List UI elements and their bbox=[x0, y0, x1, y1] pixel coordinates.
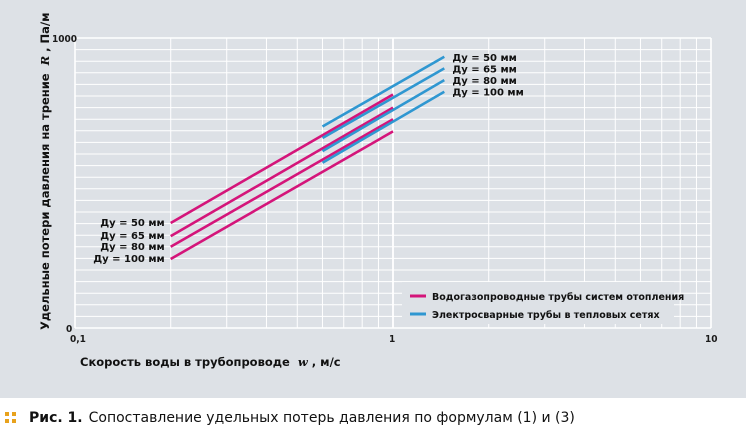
series-line-heating-2 bbox=[170, 118, 394, 248]
x-axis-title-suffix: , м/с bbox=[312, 355, 341, 369]
y-tick-label-1000: 1000 bbox=[52, 34, 77, 45]
series-label-welded-6: Ду = 80 мм bbox=[452, 76, 517, 87]
series-label-heating-2: Ду = 80 мм bbox=[100, 242, 165, 253]
x-tick-label-1: 1 bbox=[389, 334, 395, 345]
series-label-welded-7: Ду = 100 мм bbox=[452, 88, 523, 99]
legend-label-heating-pipes: Водогазопроводные трубы систем отопления bbox=[432, 292, 684, 303]
x-tick-label-10: 10 bbox=[705, 334, 718, 345]
legend-label-welded-pipes: Электросварные трубы в тепловых сетях bbox=[432, 310, 660, 321]
legend: Водогазопроводные трубы систем отопления… bbox=[402, 282, 684, 324]
legend-box bbox=[402, 282, 674, 324]
y-axis-title-prefix: Удельные потери давления на трение bbox=[38, 73, 52, 330]
series-line-heating-1 bbox=[170, 106, 394, 238]
x-axis-title-var: w bbox=[298, 355, 309, 369]
series-line-heating-3 bbox=[170, 130, 394, 261]
series-line-welded-7 bbox=[321, 90, 445, 164]
caption-marker-icon bbox=[5, 411, 19, 425]
y-axis-title-var: R bbox=[38, 56, 52, 67]
series-label-welded-5: Ду = 65 мм bbox=[452, 64, 517, 75]
caption-text: Сопоставление удельных потерь давления п… bbox=[88, 410, 575, 426]
x-axis-title-prefix: Скорость воды в трубопроводе bbox=[80, 355, 290, 369]
chart-panel: Ду = 50 мм Ду = 65 мм Ду = 80 мм Ду = 100 м… bbox=[0, 0, 746, 398]
figure-caption: Рис. 1. Сопоставление удельных потерь да… bbox=[0, 404, 746, 432]
series-label-welded-4: Ду = 50 мм bbox=[452, 53, 517, 64]
series-line-heating-0 bbox=[170, 93, 394, 225]
y-axis-title-suffix: , Па/м bbox=[38, 12, 52, 51]
series-line-welded-5 bbox=[321, 67, 445, 140]
y-tick-label-0: 0 bbox=[66, 324, 72, 335]
series-label-heating-1: Ду = 65 мм bbox=[100, 231, 165, 242]
x-axis-title: Скорость воды в трубопроводе w , м/с bbox=[80, 355, 341, 369]
series-layer bbox=[170, 55, 445, 261]
y-axis-title: Удельные потери давления на трение R , П… bbox=[38, 12, 52, 330]
caption-label: Рис. 1. bbox=[29, 410, 83, 426]
series-label-heating-0: Ду = 50 мм bbox=[100, 218, 165, 229]
series-label-heating-3: Ду = 100 мм bbox=[93, 254, 164, 265]
series-line-welded-4 bbox=[321, 55, 445, 128]
x-tick-label-0.1: 0,1 bbox=[70, 334, 86, 345]
series-line-welded-6 bbox=[321, 78, 445, 153]
